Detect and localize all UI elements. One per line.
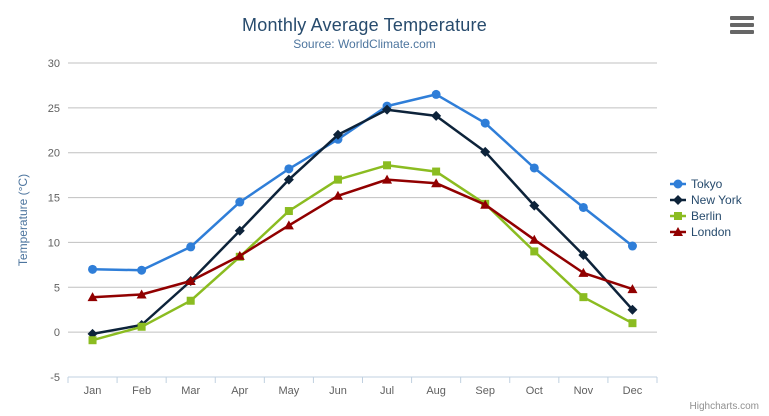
data-point-tokyo-Dec[interactable] xyxy=(627,241,637,251)
legend-label: London xyxy=(691,225,732,239)
legend-marker-berlin[interactable] xyxy=(674,212,682,220)
x-axis-label: Dec xyxy=(623,385,643,397)
data-point-berlin-Feb[interactable] xyxy=(137,322,146,331)
data-point-london-Dec[interactable] xyxy=(627,284,638,294)
data-point-tokyo-Apr[interactable] xyxy=(235,197,245,207)
data-point-london-Oct[interactable] xyxy=(529,234,540,244)
data-point-berlin-Jan[interactable] xyxy=(88,336,97,345)
legend-item-tokyo[interactable]: Tokyo xyxy=(670,176,742,192)
data-point-tokyo-Sep[interactable] xyxy=(480,118,490,128)
hamburger-icon xyxy=(730,30,754,34)
y-axis-label: -5 xyxy=(50,372,60,384)
data-point-berlin-Oct[interactable] xyxy=(530,247,539,256)
data-point-tokyo-Jan[interactable] xyxy=(88,264,98,274)
data-point-london-Jul[interactable] xyxy=(382,174,393,184)
data-point-new-york-Aug[interactable] xyxy=(431,110,442,121)
x-axis-label: Nov xyxy=(574,385,594,397)
series-line-london[interactable] xyxy=(91,178,634,299)
y-axis-label: 25 xyxy=(48,103,60,115)
legend: Tokyo New York Berlin London xyxy=(670,176,742,240)
data-point-london-Apr[interactable] xyxy=(234,250,245,260)
series-tokyo xyxy=(88,89,637,275)
y-axis-label: 0 xyxy=(54,327,60,339)
export-menu-button[interactable] xyxy=(729,14,755,36)
data-point-new-york-May[interactable] xyxy=(283,174,294,185)
data-point-new-york-Nov[interactable] xyxy=(578,249,589,260)
data-point-berlin-Mar[interactable] xyxy=(186,296,195,305)
x-axis-label: Jul xyxy=(380,385,394,397)
x-axis-label: Jun xyxy=(329,385,347,397)
legend-item-new-york[interactable]: New York xyxy=(670,192,742,208)
legend-marker-london[interactable] xyxy=(673,227,683,236)
x-axis-label: Sep xyxy=(475,385,495,397)
circle-legend-marker-icon xyxy=(670,179,686,189)
legend-marker-new-york[interactable] xyxy=(673,195,683,205)
data-point-tokyo-Mar[interactable] xyxy=(186,242,196,252)
chart-title: Monthly Average Temperature xyxy=(242,15,487,35)
y-axis-label: 10 xyxy=(48,237,60,249)
y-axis-label: 30 xyxy=(48,58,60,70)
data-point-london-Nov[interactable] xyxy=(578,267,589,277)
x-axis-label: Oct xyxy=(526,385,543,397)
data-point-london-Sep[interactable] xyxy=(480,199,491,209)
series-london xyxy=(87,174,638,302)
y-axis-label: 5 xyxy=(54,282,60,294)
data-point-new-york-Dec[interactable] xyxy=(627,304,638,315)
data-point-berlin-Jun[interactable] xyxy=(333,175,342,184)
data-point-london-Feb[interactable] xyxy=(136,289,147,299)
data-point-london-Mar[interactable] xyxy=(185,276,196,286)
chart-subtitle: Source: WorldClimate.com xyxy=(293,37,436,51)
data-point-berlin-Dec[interactable] xyxy=(628,319,637,328)
y-axis-title: Temperature (°C) xyxy=(16,174,30,266)
legend-label: Tokyo xyxy=(691,177,723,191)
data-point-new-york-Apr[interactable] xyxy=(234,225,245,236)
data-point-berlin-Aug[interactable] xyxy=(432,167,441,176)
triangle-legend-marker-icon xyxy=(670,227,686,236)
data-point-new-york-Sep[interactable] xyxy=(480,146,491,157)
data-point-tokyo-Nov[interactable] xyxy=(578,202,588,212)
credits-link[interactable]: Highcharts.com xyxy=(689,401,759,412)
series-line-tokyo[interactable] xyxy=(91,93,634,272)
y-axis-label: 15 xyxy=(48,193,60,205)
x-axis-label: Jan xyxy=(84,385,102,397)
data-point-london-May[interactable] xyxy=(283,220,294,230)
data-point-london-Jun[interactable] xyxy=(332,190,343,200)
legend-item-berlin[interactable]: Berlin xyxy=(670,208,742,224)
data-point-new-york-Oct[interactable] xyxy=(529,200,540,211)
y-axis-label: 20 xyxy=(48,148,60,160)
diamond-legend-marker-icon xyxy=(670,195,686,205)
data-point-tokyo-Oct[interactable] xyxy=(529,163,539,173)
x-axis-label: Mar xyxy=(181,385,200,397)
series-line-berlin[interactable] xyxy=(91,164,634,342)
legend-marker-tokyo[interactable] xyxy=(673,179,683,189)
series-line-new-york[interactable] xyxy=(91,108,634,336)
square-legend-marker-icon xyxy=(670,212,686,220)
data-point-berlin-May[interactable] xyxy=(284,207,293,216)
data-point-tokyo-Feb[interactable] xyxy=(137,265,147,275)
data-point-london-Aug[interactable] xyxy=(431,178,442,188)
data-point-berlin-Nov[interactable] xyxy=(579,293,588,302)
series-new-york xyxy=(87,104,638,339)
data-point-berlin-Jul[interactable] xyxy=(383,161,392,170)
hamburger-icon xyxy=(730,23,754,27)
data-point-new-york-Jun[interactable] xyxy=(332,129,343,140)
x-axis-label: Feb xyxy=(132,385,151,397)
legend-label: New York xyxy=(691,193,742,207)
x-axis-label: Apr xyxy=(231,385,248,397)
x-axis-label: May xyxy=(278,385,299,397)
hamburger-icon xyxy=(730,16,754,20)
data-point-tokyo-Aug[interactable] xyxy=(431,89,441,99)
data-point-new-york-Jul[interactable] xyxy=(382,104,393,115)
data-point-tokyo-May[interactable] xyxy=(284,164,294,174)
x-axis-label: Aug xyxy=(426,385,446,397)
data-point-london-Jan[interactable] xyxy=(87,292,98,302)
legend-item-london[interactable]: London xyxy=(670,224,742,240)
legend-label: Berlin xyxy=(691,209,722,223)
